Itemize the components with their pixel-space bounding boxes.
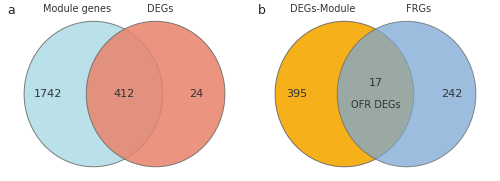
Ellipse shape: [24, 21, 163, 167]
Text: Module genes: Module genes: [42, 4, 111, 14]
Ellipse shape: [275, 21, 413, 167]
Text: 1742: 1742: [34, 89, 62, 99]
Text: b: b: [258, 4, 266, 17]
Text: 242: 242: [442, 89, 462, 99]
Text: FRGs: FRGs: [406, 4, 431, 14]
Ellipse shape: [337, 21, 476, 167]
Text: 412: 412: [114, 89, 135, 99]
Text: OFR DEGs: OFR DEGs: [350, 100, 401, 110]
Text: 17: 17: [368, 78, 382, 88]
Text: 24: 24: [189, 89, 204, 99]
Text: DEGs-Module: DEGs-Module: [290, 4, 356, 14]
Text: a: a: [8, 4, 15, 17]
Ellipse shape: [86, 21, 225, 167]
Text: 395: 395: [286, 89, 307, 99]
Text: DEGs: DEGs: [147, 4, 174, 14]
